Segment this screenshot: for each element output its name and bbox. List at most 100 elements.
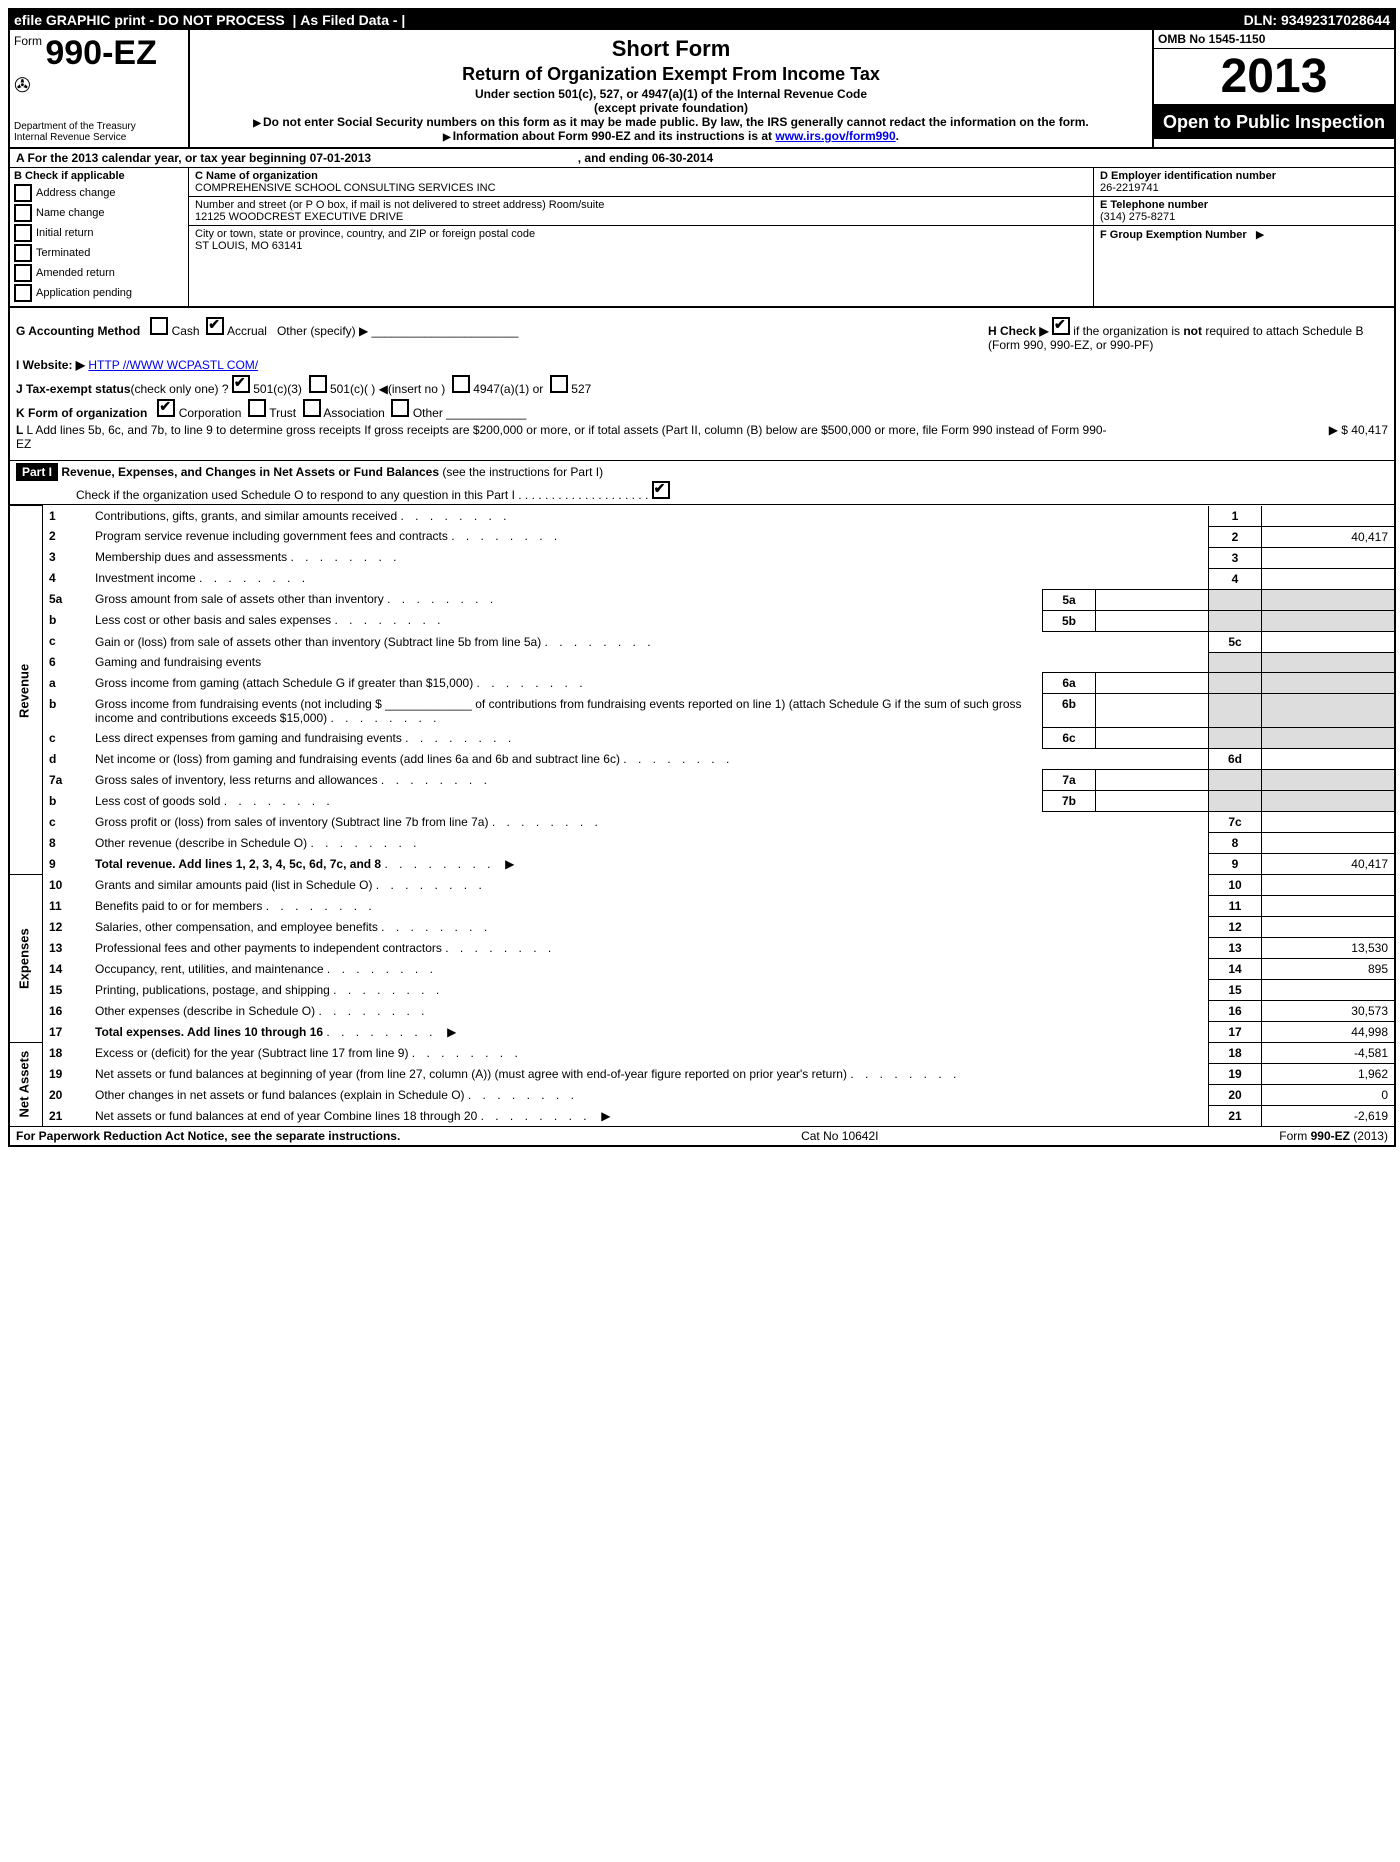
line-box: 1 [1209,506,1262,527]
line-box: 7c [1209,812,1262,833]
line-number: 2 [43,526,90,547]
k-other-checkbox[interactable] [391,399,409,417]
line-desc: Grants and similar amounts paid (list in… [89,875,1209,896]
b-checkbox[interactable] [14,224,32,242]
j-501c-checkbox[interactable] [309,375,327,393]
line-a-end: 06-30-2014 [652,151,713,165]
line-value: 0 [1262,1085,1395,1106]
line-desc: Net assets or fund balances at beginning… [89,1064,1209,1085]
line-box-shade [1209,652,1262,673]
line-a-mid: , and ending [578,151,652,165]
line-desc: Excess or (deficit) for the year (Subtra… [89,1043,1209,1064]
k-corp-checkbox[interactable] [157,399,175,417]
accrual-checkbox[interactable] [206,317,224,335]
line-desc: Membership dues and assessments . . . . … [89,547,1209,568]
line-value [1262,568,1395,589]
j-opt-0: 501(c)(3) [253,382,302,396]
org-city: ST LOUIS, MO 63141 [195,240,302,252]
line-box-shade [1209,694,1262,728]
line-number: 9 [43,854,90,875]
line-number: c [43,631,90,652]
line-desc: Gaming and fundraising events [89,652,1209,673]
part1-schedule-o-checkbox[interactable] [652,481,670,499]
info-grid: B Check if applicable Address changeName… [10,168,1394,308]
line-box: 5c [1209,631,1262,652]
line-box: 14 [1209,959,1262,980]
section-label: Expenses [10,875,43,1043]
b-item-label: Name change [36,207,105,219]
k-opt-2: Association [323,406,384,420]
line-box: 13 [1209,938,1262,959]
info-link[interactable]: www.irs.gov/form990 [775,129,895,143]
b-checkbox[interactable] [14,204,32,222]
efile-label: efile GRAPHIC print - DO NOT PROCESS [14,12,285,28]
asfiled-label: As Filed Data - [300,12,397,28]
b-checkbox[interactable] [14,284,32,302]
k-trust-checkbox[interactable] [248,399,266,417]
j-4947-checkbox[interactable] [452,375,470,393]
line-desc: Gross profit or (loss) from sales of inv… [89,812,1209,833]
line-value: 44,998 [1262,1022,1395,1043]
line-box: 2 [1209,526,1262,547]
j-opt-3: 527 [571,382,591,396]
line-value [1262,749,1395,770]
cash-checkbox[interactable] [150,317,168,335]
line-box: 11 [1209,896,1262,917]
part1-title: Revenue, Expenses, and Changes in Net As… [61,465,439,479]
line-desc: Gross amount from sale of assets other t… [89,589,1043,610]
line-box-shade [1209,728,1262,749]
line-box: 8 [1209,833,1262,854]
line-desc: Investment income . . . . . . . . [89,568,1209,589]
line-number: 10 [43,875,90,896]
j-opt-2: 4947(a)(1) or [473,382,543,396]
footer-right: Form 990-EZ (2013) [1279,1129,1388,1143]
ein: 26-2219741 [1100,182,1159,194]
c-city-label: City or town, state or province, country… [195,228,535,240]
line-a-pre: A For the 2013 calendar year, or tax yea… [16,151,310,165]
b-item-label: Initial return [36,227,93,239]
j-501c3-checkbox[interactable] [232,375,250,393]
j-rest: (check only one) ? [131,382,229,396]
line-val-shade [1262,770,1395,791]
line-number: c [43,728,90,749]
line-val-shade [1262,652,1395,673]
e-tel-label: E Telephone number [1100,199,1208,211]
line-value: -4,581 [1262,1043,1395,1064]
subline-val [1096,791,1209,812]
line-number: d [43,749,90,770]
k-opt-1: Trust [269,406,296,420]
line-desc: Printing, publications, postage, and shi… [89,980,1209,1001]
line-value [1262,917,1395,938]
j-527-checkbox[interactable] [550,375,568,393]
part1-inst: (see the instructions for Part I) [442,465,603,479]
mid-section: G Accounting Method Cash Accrual Other (… [10,308,1394,461]
lines-table: Revenue1Contributions, gifts, grants, an… [10,505,1394,1126]
line-number: 21 [43,1106,90,1127]
subline-val [1096,610,1209,631]
line-number: 3 [43,547,90,568]
i-label: I Website: ▶ [16,358,85,372]
dln-label: DLN: [1244,12,1277,28]
line-a: A For the 2013 calendar year, or tax yea… [10,149,1394,168]
line-desc: Gross income from fundraising events (no… [89,694,1043,728]
k-assoc-checkbox[interactable] [303,399,321,417]
section-label: Net Assets [10,1043,43,1127]
return-title: Return of Organization Exempt From Incom… [198,64,1144,85]
dept-treasury: Department of the Treasury [14,121,184,132]
f-arrow: ▶ [1256,229,1264,241]
line-desc: Program service revenue including govern… [89,526,1209,547]
line-value: 895 [1262,959,1395,980]
omb-number: OMB No 1545-1150 [1154,30,1394,49]
line-desc: Gross sales of inventory, less returns a… [89,770,1043,791]
b-checkbox[interactable] [14,264,32,282]
line-box: 6d [1209,749,1262,770]
line-number: 15 [43,980,90,1001]
b-checkbox[interactable] [14,184,32,202]
website-link[interactable]: HTTP //WWW WCPASTL COM/ [88,358,258,372]
line-number: b [43,610,90,631]
line-number: 18 [43,1043,90,1064]
b-checkbox[interactable] [14,244,32,262]
h-checkbox[interactable] [1052,317,1070,335]
line-value: 40,417 [1262,526,1395,547]
dln-value: 93492317028644 [1281,12,1390,28]
